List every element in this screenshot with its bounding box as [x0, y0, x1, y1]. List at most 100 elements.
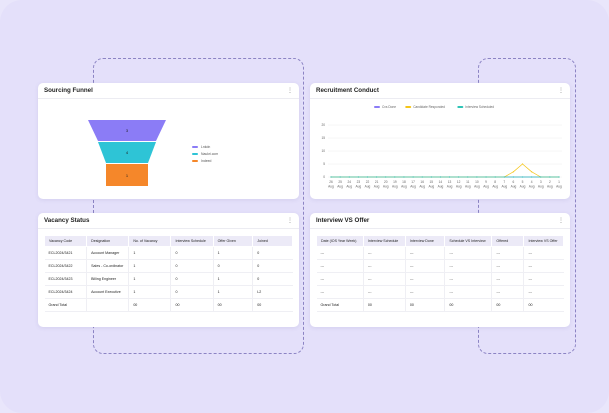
table-row: ECL2024/3424 Account Executive 1 0 1 L2	[44, 285, 293, 299]
x-tick-label: Aug	[447, 185, 453, 189]
data-point	[330, 176, 332, 178]
more-options-icon[interactable]: ⋮	[287, 87, 293, 94]
table-cell: 1	[128, 285, 172, 299]
table-row: ECL2024/3421 Account Manager 1 0 1 0	[44, 246, 293, 260]
legend-item-naukri: Naukri.com	[192, 152, 218, 156]
table-cell: ---	[444, 259, 493, 273]
table-cell: 0	[170, 246, 214, 260]
data-point	[366, 176, 369, 178]
legend-swatch	[405, 106, 412, 108]
vacancy-status-title: Vacancy Status	[44, 217, 90, 224]
column-header[interactable]: No. of Vacancy	[128, 235, 172, 247]
x-tick-label: 4	[531, 180, 533, 184]
table-row: --- --- --- --- --- ---	[316, 285, 564, 299]
legend-swatch	[192, 153, 198, 155]
data-point	[339, 176, 341, 178]
table-cell: 0	[213, 259, 254, 273]
x-tick-label: 10	[475, 180, 479, 184]
vacancy-status-card: Vacancy Status ⋮ Vacancy Code Designation…	[38, 213, 299, 327]
legend-label: Interview Scheduled	[465, 105, 494, 109]
connector-outline-left	[93, 58, 304, 354]
table-cell: Sales - Co-ordinator	[86, 259, 130, 273]
table-cell: 00	[444, 298, 493, 312]
legend-swatch	[192, 146, 198, 148]
x-tick-label: Aug	[501, 185, 507, 189]
data-point	[531, 176, 533, 178]
x-tick-label: 5	[522, 180, 524, 184]
legend-label: Indeed	[201, 159, 212, 163]
table-cell: 00	[170, 298, 214, 312]
data-point	[512, 176, 514, 178]
data-point	[439, 176, 442, 178]
funnel-stage-1[interactable]	[88, 120, 166, 141]
recruitment-line-chart: Cvs Done Candidate Responded Interview Sch…	[321, 105, 562, 189]
funnel-stage-2[interactable]	[98, 142, 156, 163]
column-header[interactable]: Schedule VS Interview	[444, 235, 493, 247]
table-cell: ---	[363, 272, 406, 286]
table-cell: ---	[363, 246, 406, 260]
x-tick-label: Aug	[401, 185, 407, 189]
table-cell: ---	[405, 285, 446, 299]
table-cell: ECL2024/3422	[44, 259, 88, 273]
column-header[interactable]: Interview Schedule	[362, 235, 406, 247]
column-header[interactable]: Vacancy Code	[43, 235, 88, 247]
x-tick-label: 1	[558, 180, 560, 184]
x-tick-label: 25	[338, 180, 342, 184]
column-header[interactable]: Interview Schedule	[170, 235, 214, 247]
legend-label: Lnkdn	[201, 145, 211, 149]
x-tick-label: Aug	[374, 185, 380, 189]
recruitment-conduct-title: Recruitment Conduct	[316, 87, 379, 94]
table-cell: 00	[491, 298, 525, 312]
x-tick-label: Aug	[438, 185, 444, 189]
x-tick-label: Aug	[483, 185, 489, 189]
column-header[interactable]: Date (IOS Year Week)	[316, 235, 364, 247]
x-tick-label: 9	[485, 180, 487, 184]
table-cell: ---	[405, 259, 446, 273]
data-point	[485, 176, 487, 178]
x-tick-label: 26	[329, 180, 333, 184]
column-header[interactable]: Interview VS Offer	[523, 235, 564, 247]
x-tick-label: 15	[430, 180, 434, 184]
data-point	[421, 176, 423, 178]
data-point	[458, 176, 460, 178]
x-tick-label: 17	[411, 180, 415, 184]
interview-vs-offer-title: Interview VS Offer	[316, 217, 370, 224]
y-tick-label: 5	[323, 162, 325, 166]
table-cell: ECL2024/3423	[44, 272, 88, 286]
table-cell: ---	[523, 272, 564, 286]
table-cell: ---	[523, 259, 564, 273]
table-cell: ---	[491, 272, 525, 286]
more-options-icon[interactable]: ⋮	[558, 217, 564, 224]
column-header[interactable]: Offered	[491, 235, 525, 247]
data-point	[430, 176, 432, 178]
table-header-row: Vacancy Code Designation No. of Vacancy Int…	[43, 235, 293, 247]
sourcing-funnel-title: Sourcing Funnel	[44, 87, 93, 94]
y-tick-label: 10	[321, 149, 325, 153]
table-cell: Billing Engineer	[86, 272, 130, 286]
legend-item-indeed: Indeed	[192, 159, 218, 163]
data-point	[394, 176, 396, 178]
funnel-stage-3-value: 1	[126, 173, 129, 178]
column-header[interactable]: Designation	[86, 235, 130, 247]
data-point	[467, 176, 469, 178]
x-tick-label: Aug	[346, 185, 352, 189]
table-cell: ---	[316, 259, 364, 273]
data-point	[521, 176, 524, 178]
table-cell: 0	[170, 285, 214, 299]
legend-label: Candidate Responded	[413, 105, 445, 109]
table-cell: 00	[213, 298, 254, 312]
more-options-icon[interactable]: ⋮	[287, 217, 293, 224]
column-header[interactable]: Offer Given	[212, 235, 254, 247]
more-options-icon[interactable]: ⋮	[558, 87, 564, 94]
table-cell: ---	[363, 285, 406, 299]
x-tick-label: 18	[402, 180, 406, 184]
funnel-stage-3[interactable]	[106, 164, 148, 186]
table-cell: ---	[491, 246, 525, 260]
y-tick-label: 20	[321, 123, 325, 127]
x-tick-label: 2	[549, 180, 551, 184]
column-header[interactable]: Joined	[252, 235, 293, 247]
column-header[interactable]: Interview Done	[404, 235, 446, 247]
x-tick-label: 24	[347, 180, 351, 184]
data-point	[558, 176, 560, 178]
funnel-stage-2-value: 4	[126, 150, 129, 155]
